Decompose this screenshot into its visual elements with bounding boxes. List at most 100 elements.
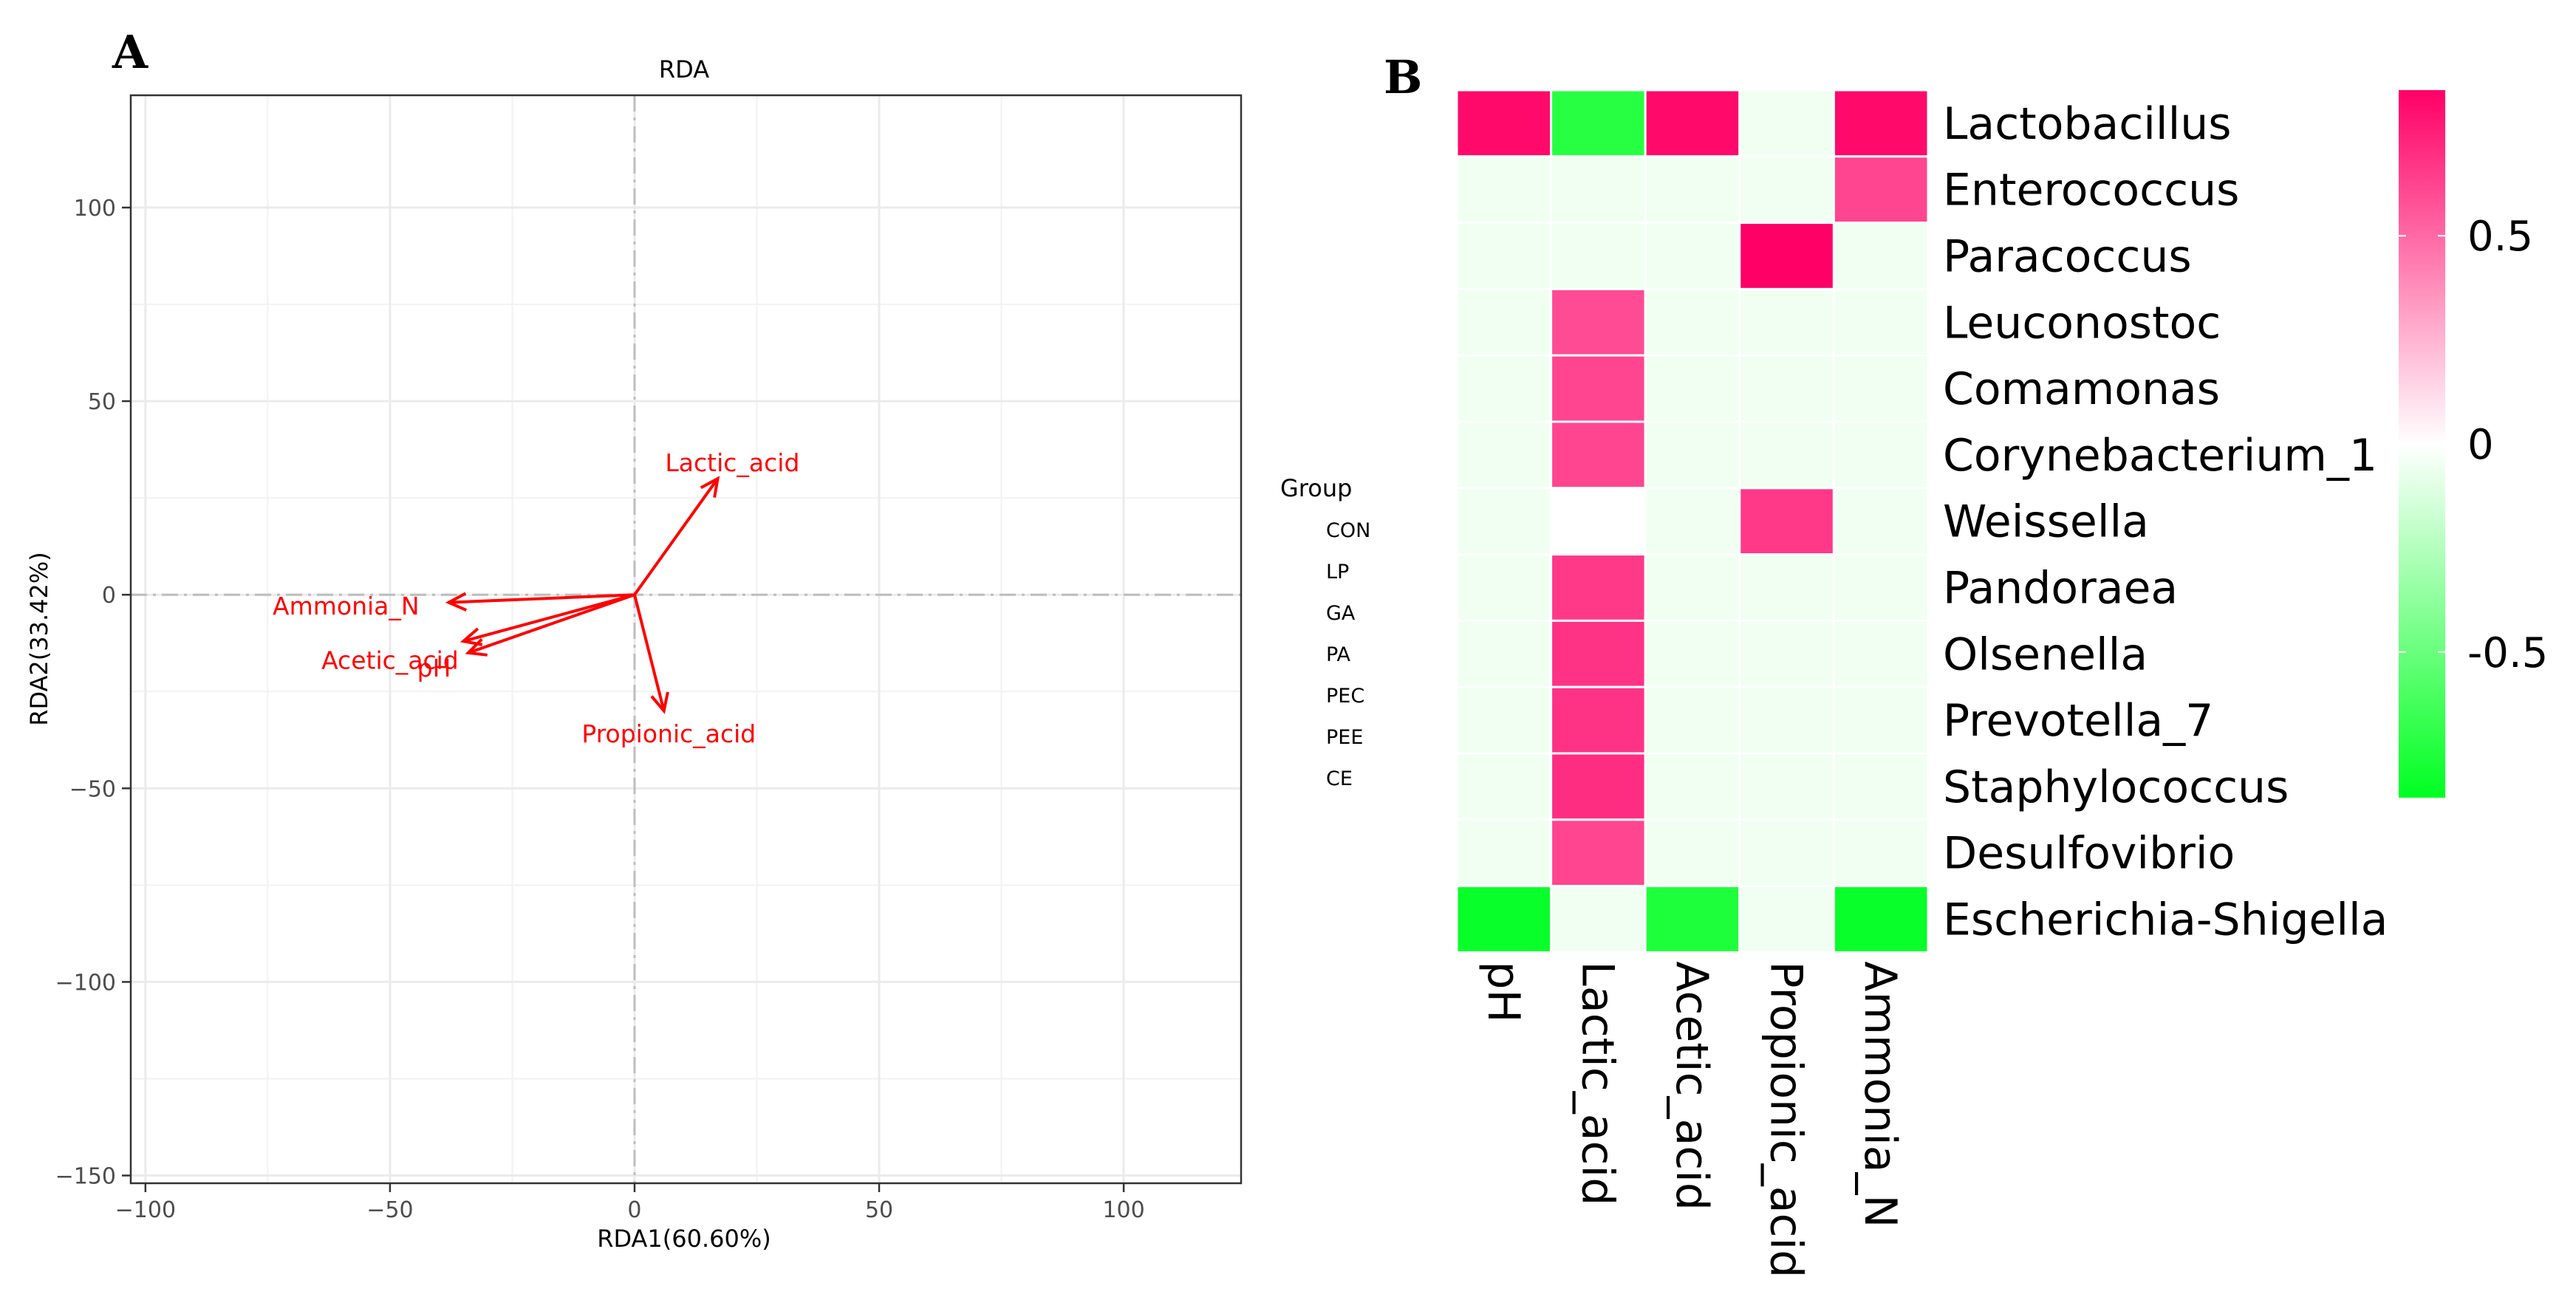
heatmap-cell-weissella-lactic-acid (1550, 487, 1647, 556)
heatmap-cell-leuconostoc-lactic-acid (1550, 287, 1647, 357)
heatmap-cell-weissella-propionic-acid (1738, 487, 1835, 556)
rda-x-tick-label: −100 (115, 1197, 176, 1223)
heatmap-cell-staphylococcus-ammonia-n (1832, 752, 1930, 821)
heatmap-cell-weissella-acetic-acid (1644, 487, 1741, 556)
heatmap-cell-corynebacterium-1-propionic-acid (1738, 420, 1835, 490)
rda-x-tick-label: 0 (627, 1197, 641, 1223)
rda-y-tick-label: −100 (55, 970, 116, 996)
legend-item-con: CON (1326, 519, 1370, 542)
rda-y-tick-label: 100 (74, 196, 116, 222)
rda-plot-border (129, 94, 1243, 1185)
heatmap-cell-comamonas-lactic-acid (1550, 354, 1647, 423)
heatmap-cell-weissella-ammonia-n (1832, 487, 1930, 556)
heatmap-row-label: Paracoccus (1943, 231, 2192, 283)
heatmap-cell-comamonas-acetic-acid (1644, 354, 1741, 423)
heatmap-cell-staphylococcus-acetic-acid (1644, 752, 1741, 821)
heatmap-cell-olsenella-propionic-acid (1738, 619, 1835, 688)
colorbar-tick-label: 0 (2467, 421, 2494, 469)
heatmap-cell-paracoccus-acetic-acid (1644, 222, 1741, 290)
legend-item-ga: GA (1326, 602, 1356, 625)
heatmap-cell-paracoccus-propionic-acid (1738, 222, 1835, 290)
heatmap-cell-escherichia-shigella-lactic-acid (1550, 885, 1647, 954)
heatmap-column-labels: pH Lactic_acid Acetic_acid Propionic_acid Am… (1477, 961, 1906, 1278)
heatmap-cell-pandoraea-acetic-acid (1644, 553, 1741, 622)
rda-arrow-label: Acetic_acid (321, 646, 459, 674)
heatmap-cell-pandoraea-lactic-acid (1550, 553, 1647, 622)
rda-x-axis-title: RDA1(60.60%) (597, 1225, 771, 1253)
colorbar-tick-label: -0.5 (2467, 629, 2548, 677)
heatmap-cell-corynebacterium-1-acetic-acid (1644, 420, 1741, 490)
rda-title: RDA (659, 55, 709, 83)
rda-y-axis-title: RDA2(33.42%) (25, 552, 53, 726)
heatmap-cell-olsenella-ph (1455, 619, 1553, 688)
heatmap-cell-enterococcus-ammonia-n (1832, 155, 1930, 225)
heatmap-cell-prevotella-7-ammonia-n (1832, 685, 1930, 755)
heatmap-cell-escherichia-shigella-ph (1455, 885, 1553, 954)
heatmap-cell-desulfovibrio-ammonia-n (1832, 818, 1930, 888)
heatmap-cell-prevotella-7-propionic-acid (1738, 685, 1835, 755)
heatmap-cell-corynebacterium-1-lactic-acid (1550, 420, 1647, 490)
heatmap-cell-enterococcus-ph (1455, 155, 1553, 225)
rda-arrow-label: Lactic_acid (665, 448, 799, 477)
rda-x-tick-label: 50 (865, 1197, 893, 1223)
heatmap-row-label: Staphylococcus (1943, 762, 2289, 813)
rda-x-tick-label: 100 (1102, 1197, 1144, 1223)
rda-major-grid (131, 95, 1241, 1183)
heatmap-row-label: Lactobacillus (1943, 98, 2232, 150)
heatmap-cell-leuconostoc-ph (1455, 287, 1553, 357)
heatmap-cell-staphylococcus-propionic-acid (1738, 752, 1835, 821)
heatmap-cell-enterococcus-propionic-acid (1738, 155, 1835, 225)
group-legend: Group CON LP GA PA PEC PEE CE (1280, 474, 1370, 790)
colorbar-gradient (2399, 90, 2445, 798)
rda-arrow-propionic-acid (633, 594, 669, 714)
legend-title: Group (1280, 474, 1352, 502)
heatmap-cell-escherichia-shigella-acetic-acid (1644, 885, 1741, 954)
rda-y-tick-label: 50 (88, 389, 116, 415)
colorbar-ticks: 0.5 0 -0.5 (2399, 213, 2548, 677)
heatmap-row-label: Leuconostoc (1943, 297, 2221, 349)
heatmap-row-label: Desulfovibrio (1943, 828, 2235, 880)
rda-y-axis-ticks: −150 −100 −50 0 50 100 (55, 196, 131, 1190)
heatmap-cell-weissella-ph (1455, 487, 1553, 556)
heatmap-cell-pandoraea-propionic-acid (1738, 553, 1835, 622)
heatmap-row-label: Prevotella_7 (1943, 695, 2213, 747)
heatmap-row-label: Comamonas (1943, 363, 2220, 415)
heatmap-cell-enterococcus-lactic-acid (1550, 155, 1647, 225)
rda-arrow-ph (465, 593, 635, 657)
panel-a-label: A (112, 25, 148, 79)
heatmap-cell-comamonas-propionic-acid (1738, 354, 1835, 423)
heatmap-cell-comamonas-ph (1455, 354, 1553, 423)
rda-minor-grid (131, 95, 1241, 1183)
heatmap-row-label: Enterococcus (1943, 165, 2239, 216)
rda-arrow-ammonia-n (445, 592, 635, 612)
heatmap-cell-corynebacterium-1-ammonia-n (1832, 420, 1930, 490)
heatmap-cell-desulfovibrio-propionic-acid (1738, 818, 1835, 888)
heatmap-row-label: Weissella (1943, 496, 2149, 548)
heatmap-cell-escherichia-shigella-ammonia-n (1832, 885, 1930, 954)
heatmap-column-label: Propionic_acid (1760, 961, 1812, 1278)
rda-plot-background (131, 95, 1241, 1183)
colorbar-tick-label: 0.5 (2467, 213, 2533, 261)
panel-b-label: B (1384, 50, 1422, 104)
rda-arrows (445, 476, 720, 714)
heatmap-row-label: Pandoraea (1943, 563, 2178, 615)
heatmap-cell-prevotella-7-ph (1455, 685, 1553, 755)
heatmap-cell-olsenella-lactic-acid (1550, 619, 1647, 688)
legend-item-pee: PEE (1326, 726, 1363, 749)
heatmap-cell-prevotella-7-lactic-acid (1550, 685, 1647, 755)
rda-x-tick-label: −50 (366, 1197, 413, 1223)
heatmap-cell-lactobacillus-acetic-acid (1644, 89, 1741, 158)
heatmap-cell-lactobacillus-lactic-acid (1550, 89, 1647, 158)
heatmap-cell-leuconostoc-acetic-acid (1644, 287, 1741, 357)
heatmap-column-label: pH (1477, 961, 1529, 1022)
heatmap-column-label: Acetic_acid (1666, 961, 1718, 1211)
heatmap-row-label: Escherichia-Shigella (1943, 894, 2388, 946)
heatmap-cell-comamonas-ammonia-n (1832, 354, 1930, 423)
rda-y-tick-label: 0 (102, 583, 116, 609)
rda-y-tick-label: −50 (69, 776, 116, 802)
rda-arrow-label: Ammonia_N (273, 592, 420, 620)
